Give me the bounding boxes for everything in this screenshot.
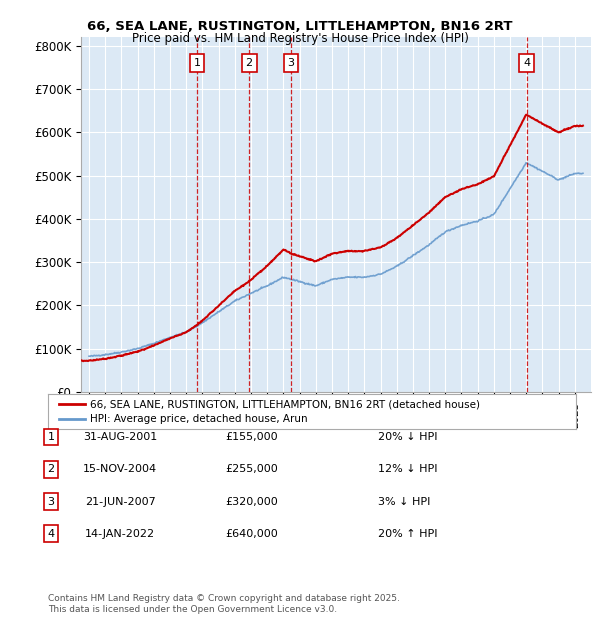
Text: 4: 4 xyxy=(47,529,55,539)
Text: 31-AUG-2001: 31-AUG-2001 xyxy=(83,432,157,442)
Text: 12% ↓ HPI: 12% ↓ HPI xyxy=(378,464,437,474)
Text: £255,000: £255,000 xyxy=(226,464,278,474)
Text: 3: 3 xyxy=(287,58,295,68)
Text: 20% ↓ HPI: 20% ↓ HPI xyxy=(378,432,437,442)
Text: 14-JAN-2022: 14-JAN-2022 xyxy=(85,529,155,539)
Text: 66, SEA LANE, RUSTINGTON, LITTLEHAMPTON, BN16 2RT: 66, SEA LANE, RUSTINGTON, LITTLEHAMPTON,… xyxy=(87,20,513,33)
Text: 1: 1 xyxy=(47,432,55,442)
Text: HPI: Average price, detached house, Arun: HPI: Average price, detached house, Arun xyxy=(90,414,308,424)
Text: This data is licensed under the Open Government Licence v3.0.: This data is licensed under the Open Gov… xyxy=(48,604,337,614)
Text: £640,000: £640,000 xyxy=(226,529,278,539)
Text: £155,000: £155,000 xyxy=(226,432,278,442)
Text: 3% ↓ HPI: 3% ↓ HPI xyxy=(378,497,430,507)
Text: 21-JUN-2007: 21-JUN-2007 xyxy=(85,497,155,507)
Text: Contains HM Land Registry data © Crown copyright and database right 2025.: Contains HM Land Registry data © Crown c… xyxy=(48,593,400,603)
Text: 15-NOV-2004: 15-NOV-2004 xyxy=(83,464,157,474)
Text: 2: 2 xyxy=(245,58,253,68)
Text: £320,000: £320,000 xyxy=(226,497,278,507)
Text: 4: 4 xyxy=(523,58,530,68)
Text: 20% ↑ HPI: 20% ↑ HPI xyxy=(378,529,437,539)
Text: 1: 1 xyxy=(194,58,200,68)
Text: 2: 2 xyxy=(47,464,55,474)
Text: 3: 3 xyxy=(47,497,55,507)
Text: 66, SEA LANE, RUSTINGTON, LITTLEHAMPTON, BN16 2RT (detached house): 66, SEA LANE, RUSTINGTON, LITTLEHAMPTON,… xyxy=(90,399,480,409)
Text: Price paid vs. HM Land Registry's House Price Index (HPI): Price paid vs. HM Land Registry's House … xyxy=(131,32,469,45)
